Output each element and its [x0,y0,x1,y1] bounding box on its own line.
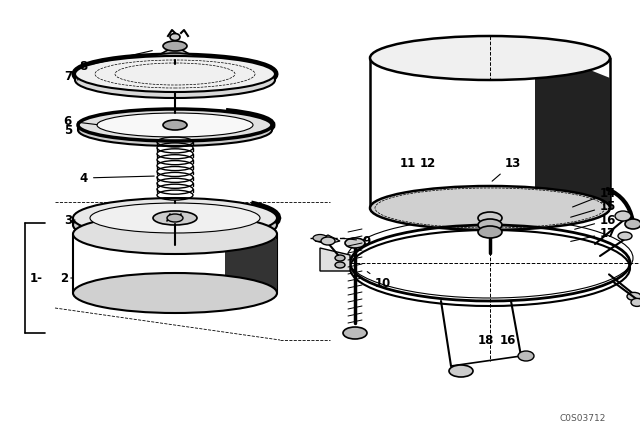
Text: 12: 12 [420,156,436,169]
Ellipse shape [370,36,610,80]
Ellipse shape [618,232,632,240]
Text: 9: 9 [343,234,371,247]
Polygon shape [225,229,277,293]
Ellipse shape [478,226,502,238]
Text: 8: 8 [80,51,152,73]
Text: 13: 13 [492,156,521,181]
Ellipse shape [335,262,345,268]
Ellipse shape [631,298,640,306]
Ellipse shape [335,255,345,261]
Ellipse shape [627,293,640,301]
Ellipse shape [518,351,534,361]
Ellipse shape [625,219,640,229]
Text: C0S03712: C0S03712 [560,414,606,422]
Text: 4: 4 [80,172,154,185]
Ellipse shape [73,198,277,238]
Ellipse shape [90,203,260,233]
Text: 16: 16 [500,333,516,346]
Text: 10: 10 [367,271,391,289]
Ellipse shape [321,237,335,245]
Ellipse shape [78,109,272,141]
Ellipse shape [478,212,502,224]
Ellipse shape [345,238,365,248]
Ellipse shape [615,211,631,221]
Ellipse shape [370,186,610,230]
Text: 3: 3 [64,214,75,227]
Polygon shape [150,46,200,64]
Ellipse shape [150,53,200,67]
Text: 11: 11 [400,156,416,169]
Ellipse shape [97,113,253,137]
Ellipse shape [343,327,367,339]
Ellipse shape [75,56,275,92]
Polygon shape [315,235,340,244]
Ellipse shape [313,234,327,241]
Ellipse shape [73,205,277,245]
Text: 5: 5 [64,124,79,137]
Ellipse shape [170,34,180,40]
Text: 1-: 1- [30,271,43,284]
Ellipse shape [75,62,275,98]
Text: 17: 17 [571,227,616,241]
Polygon shape [535,48,610,208]
Ellipse shape [73,214,277,254]
Ellipse shape [163,120,187,130]
Text: 15: 15 [571,199,616,217]
Ellipse shape [478,219,502,231]
Ellipse shape [163,41,187,51]
Text: 7: 7 [64,69,78,82]
Ellipse shape [78,114,272,146]
Text: 6: 6 [64,115,97,128]
Ellipse shape [153,211,197,225]
Text: 14: 14 [573,186,616,207]
Ellipse shape [167,214,183,222]
Text: 2: 2 [60,271,72,284]
Ellipse shape [73,273,277,313]
Ellipse shape [449,365,473,377]
Polygon shape [320,248,350,271]
Text: 18: 18 [478,333,494,346]
Text: 16: 16 [575,214,616,229]
